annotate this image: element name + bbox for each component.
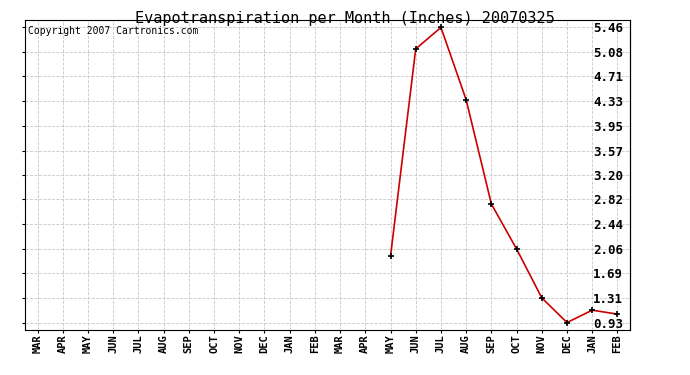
Text: Copyright 2007 Cartronics.com: Copyright 2007 Cartronics.com xyxy=(28,26,199,36)
Text: Evapotranspiration per Month (Inches) 20070325: Evapotranspiration per Month (Inches) 20… xyxy=(135,11,555,26)
